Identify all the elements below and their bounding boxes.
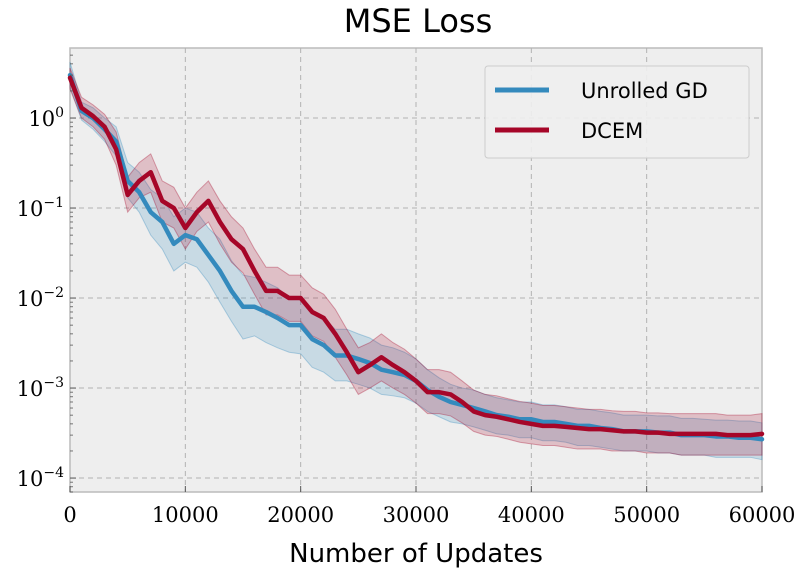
chart-title: MSE Loss (344, 2, 493, 40)
x-tick-label: 10000 (152, 503, 219, 527)
y-tick-label: 100 (28, 105, 64, 131)
y-tick-label: 10−3 (17, 375, 64, 401)
x-tick-label: 0 (63, 503, 76, 527)
y-tick-label: 10−4 (17, 465, 64, 491)
legend: Unrolled GD DCEM (484, 65, 750, 159)
grid (70, 48, 762, 492)
legend-label: Unrolled GD (581, 79, 708, 103)
x-tick-label: 20000 (267, 503, 334, 527)
series-line-1 (67, 75, 765, 438)
y-tick-label: 10−2 (17, 285, 64, 311)
x-axis-label: Number of Updates (289, 539, 543, 569)
band-1 (69, 67, 763, 456)
x-tick-label: 60000 (729, 503, 796, 527)
x-tick-label: 30000 (383, 503, 450, 527)
x-tick-label: 40000 (498, 503, 565, 527)
legend-label: DCEM (581, 119, 643, 143)
axis-ticks: 0 10000 20000 30000 40000 50000 60000 100 10−1 10… (17, 54, 796, 527)
legend-box (484, 65, 750, 159)
x-tick-label: 50000 (613, 503, 680, 527)
series-lines (67, 72, 765, 442)
y-tick-label: 10−1 (17, 195, 64, 221)
